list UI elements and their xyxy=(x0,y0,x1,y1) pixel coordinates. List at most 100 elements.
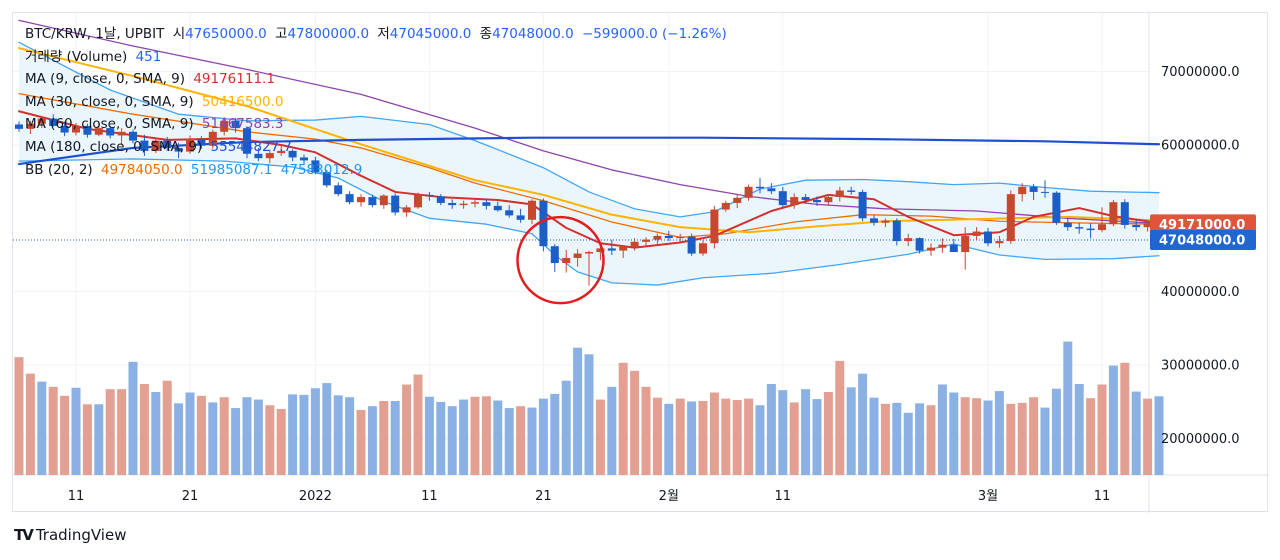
price-tag-bg xyxy=(1150,214,1256,235)
volume-bar xyxy=(1086,398,1096,475)
legend-ma60-row[interactable]: MA (60, close, 0, SMA, 9) 51467583.3 xyxy=(25,113,731,136)
volume-bar xyxy=(242,397,252,475)
price-tick-label: 20000000.0 xyxy=(1161,432,1240,447)
candle-body xyxy=(471,202,479,204)
candle-body xyxy=(562,257,571,264)
volume-bar xyxy=(755,405,765,475)
volume-bar xyxy=(105,389,115,475)
time-tick-label: 21 xyxy=(535,489,552,504)
candle-body xyxy=(516,215,525,220)
ma30-label: MA (30, close, 0, SMA, 9) xyxy=(25,93,194,110)
volume-bar xyxy=(766,384,776,475)
candle-body xyxy=(197,139,206,146)
candle-body xyxy=(493,205,502,211)
legend-volume-row[interactable]: 거래량 (Volume) 451 xyxy=(25,46,731,69)
volume-bar xyxy=(481,396,491,475)
volume-bar xyxy=(983,400,993,475)
price-chart[interactable]: 70000000.0 60000000.0 40000000.0 30000000.0… xyxy=(13,13,1269,513)
legend-ma30-row[interactable]: MA (30, close, 0, SMA, 9) 50416500.0 xyxy=(25,91,731,114)
candle-body xyxy=(1132,224,1141,228)
volume-bar xyxy=(231,408,241,475)
volume-bar xyxy=(538,398,548,475)
branding-footer[interactable]: TV TradingView xyxy=(14,526,126,544)
candle-body xyxy=(892,220,901,242)
candle-body xyxy=(1143,223,1152,228)
volume-bar xyxy=(25,373,35,475)
symbol-title[interactable]: BTC/KRW, 1날, UPBIT xyxy=(25,26,165,42)
candle-body xyxy=(368,197,377,206)
time-axis[interactable]: 11 21 2022 11 21 2월 11 3월 11 xyxy=(68,489,1111,504)
price-tag-bg xyxy=(1150,229,1256,250)
ma30-line xyxy=(18,47,1160,234)
candle-body xyxy=(1052,192,1061,223)
candle-body xyxy=(687,236,696,254)
volume-bar xyxy=(858,373,868,475)
candle-body xyxy=(744,186,753,198)
candlesticks[interactable] xyxy=(15,114,1175,286)
legend-bb-row[interactable]: BB (20, 2) 49784050.0 51985087.1 4758301… xyxy=(25,159,731,182)
volume-bar xyxy=(937,384,947,475)
candle-body xyxy=(49,118,58,126)
candle-body xyxy=(1120,202,1129,225)
candle-body xyxy=(140,140,149,151)
volume-bar xyxy=(630,370,640,475)
volume-bar xyxy=(333,395,343,475)
volume-bar xyxy=(82,404,92,475)
time-tick-label: 21 xyxy=(182,489,199,504)
candle-body xyxy=(904,238,913,242)
annotations xyxy=(516,215,605,305)
candle-body xyxy=(1086,228,1095,231)
candle-body xyxy=(790,197,799,206)
volume-bar xyxy=(618,362,628,475)
candle-body xyxy=(72,125,80,133)
volume-bar xyxy=(356,409,366,475)
bb-label: BB (20, 2) xyxy=(25,161,93,178)
candle-body xyxy=(505,210,514,216)
volume-bars xyxy=(14,341,1164,475)
bb-basis-value: 49784050.0 xyxy=(101,161,183,178)
volume-bar xyxy=(1017,402,1027,475)
time-tick-label: 11 xyxy=(68,489,85,504)
volume-bar xyxy=(459,399,469,475)
volume-bar xyxy=(823,392,833,475)
volume-bar xyxy=(812,399,822,475)
price-axis[interactable]: 70000000.0 60000000.0 40000000.0 30000000.0… xyxy=(1161,65,1240,447)
legend-ma9-row[interactable]: MA (9, close, 0, SMA, 9) 49176111.1 xyxy=(25,68,731,91)
candle-body xyxy=(733,197,742,203)
volume-bar xyxy=(903,412,913,475)
candle-body xyxy=(756,186,764,189)
candle-body xyxy=(379,195,388,206)
candle-body xyxy=(550,246,559,264)
volume-bar xyxy=(310,388,320,475)
candle-body xyxy=(767,188,776,192)
candle-body xyxy=(813,200,821,203)
volume-bar xyxy=(1074,384,1084,475)
candle-body xyxy=(231,120,240,129)
volume-bar xyxy=(94,404,104,475)
candle-body xyxy=(425,194,434,197)
volume-bar xyxy=(208,402,218,475)
chart-frame: 70000000.0 60000000.0 40000000.0 30000000.0… xyxy=(12,12,1269,513)
candle-body xyxy=(117,131,126,136)
ma9-label: MA (9, close, 0, SMA, 9) xyxy=(25,71,186,88)
candle-body xyxy=(311,160,320,173)
volume-bar xyxy=(185,392,195,475)
time-tick-label: 11 xyxy=(775,489,792,504)
bb-upper-value: 51985087.1 xyxy=(190,161,273,178)
candle-body xyxy=(208,131,217,146)
legend-ma180-row[interactable]: MA (180, close, 0, SMA, 9) 55544827.7 xyxy=(25,136,731,159)
candle-body xyxy=(151,140,160,151)
volume-bar xyxy=(698,400,708,475)
candle-body xyxy=(710,209,719,244)
volume-bar xyxy=(972,398,982,475)
volume-bar xyxy=(960,397,970,475)
volume-bar xyxy=(151,392,161,475)
volume-bar xyxy=(994,391,1004,475)
volume-bar xyxy=(778,390,788,475)
candle-body xyxy=(334,185,343,195)
tradingview-name: TradingView xyxy=(35,526,127,544)
candle-body xyxy=(619,246,628,251)
volume-bar xyxy=(892,402,902,475)
candle-body xyxy=(664,235,673,239)
candle-body xyxy=(94,128,103,135)
